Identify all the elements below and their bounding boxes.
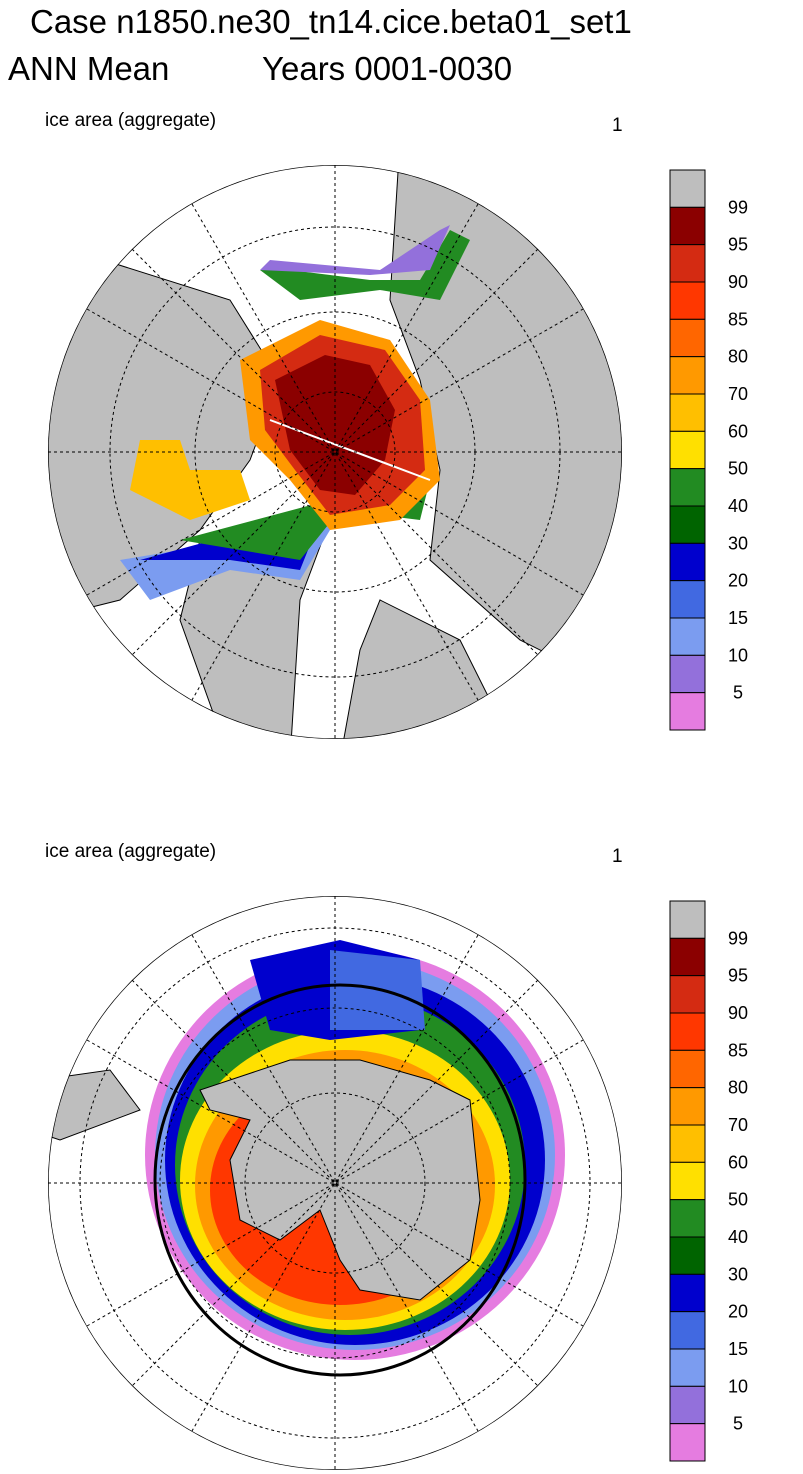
colorbar-box — [669, 1161, 706, 1201]
colorbar-label: 90 — [728, 272, 748, 292]
colorbar-label: 60 — [728, 1152, 748, 1172]
colorbar-box — [669, 206, 706, 246]
colorbar-box — [669, 505, 706, 544]
colorbar-label: 5 — [733, 683, 743, 703]
colorbar-box — [669, 900, 706, 939]
colorbar-label: 50 — [728, 459, 748, 479]
colorbar-box — [669, 1311, 706, 1350]
colorbar-box — [669, 1273, 706, 1313]
colorbar-box — [669, 1423, 706, 1462]
colorbar-label: 90 — [728, 1003, 748, 1023]
panel-units: 1 — [612, 846, 623, 867]
colorbar-label: 10 — [728, 645, 748, 665]
colorbar-label: 70 — [728, 1115, 748, 1135]
panel-units: 1 — [612, 115, 623, 136]
colorbar-label: 30 — [728, 1264, 748, 1284]
colorbar-label: 80 — [728, 1078, 748, 1098]
colorbar-label: 30 — [728, 533, 748, 553]
colorbar-box — [669, 1236, 706, 1275]
season: ANN Mean — [8, 50, 169, 87]
colorbar-box — [669, 244, 706, 283]
colorbar-label: 20 — [728, 1302, 748, 1322]
colorbar-box — [669, 430, 706, 470]
colorbar-label: 85 — [728, 309, 748, 329]
colorbar-box — [669, 356, 706, 395]
colorbar-box — [669, 1049, 706, 1089]
colorbar-box — [669, 1087, 706, 1126]
colorbar-box — [669, 692, 706, 731]
colorbar-label: 15 — [728, 608, 748, 628]
colorbar-box — [669, 617, 706, 656]
colorbar-box — [669, 937, 706, 977]
panel-label: ice area (aggregate) — [45, 110, 216, 131]
colorbar-box — [669, 169, 706, 208]
years: Years 0001-0030 — [262, 50, 512, 87]
colorbar-label: 40 — [728, 496, 748, 516]
colorbar-box — [669, 975, 706, 1014]
colorbar-box — [669, 1199, 706, 1238]
arctic-map — [48, 165, 622, 739]
title: Case n1850.ne30_tn14.cice.beta01_set1 — [30, 3, 632, 40]
colorbar-label: 95 — [728, 235, 748, 255]
colorbar-label: 15 — [728, 1339, 748, 1359]
colorbar-label: 85 — [728, 1040, 748, 1060]
colorbar-box — [669, 281, 706, 320]
colorbar-box — [669, 1348, 706, 1387]
colorbar-box — [669, 654, 706, 694]
colorbar-box — [669, 393, 706, 432]
colorbar-label: 80 — [728, 347, 748, 367]
colorbar-box — [669, 468, 706, 507]
colorbar-label: 20 — [728, 571, 748, 591]
panel-label: ice area (aggregate) — [45, 841, 216, 862]
colorbar-label: 99 — [728, 928, 748, 948]
colorbar-label: 40 — [728, 1227, 748, 1247]
antarctic-map — [48, 896, 622, 1470]
colorbar-box — [669, 318, 706, 358]
colorbar-label: 99 — [728, 197, 748, 217]
colorbar-label: 10 — [728, 1376, 748, 1396]
colorbar-label: 60 — [728, 421, 748, 441]
colorbar-label: 95 — [728, 966, 748, 986]
colorbar-box — [669, 1012, 706, 1051]
colorbar-label: 5 — [733, 1414, 743, 1434]
colorbar-box — [669, 580, 706, 619]
colorbar-label: 50 — [728, 1190, 748, 1210]
colorbar-box — [669, 1385, 706, 1425]
colorbar-box — [669, 1124, 706, 1163]
colorbar-label: 70 — [728, 384, 748, 404]
colorbar-box — [669, 542, 706, 582]
